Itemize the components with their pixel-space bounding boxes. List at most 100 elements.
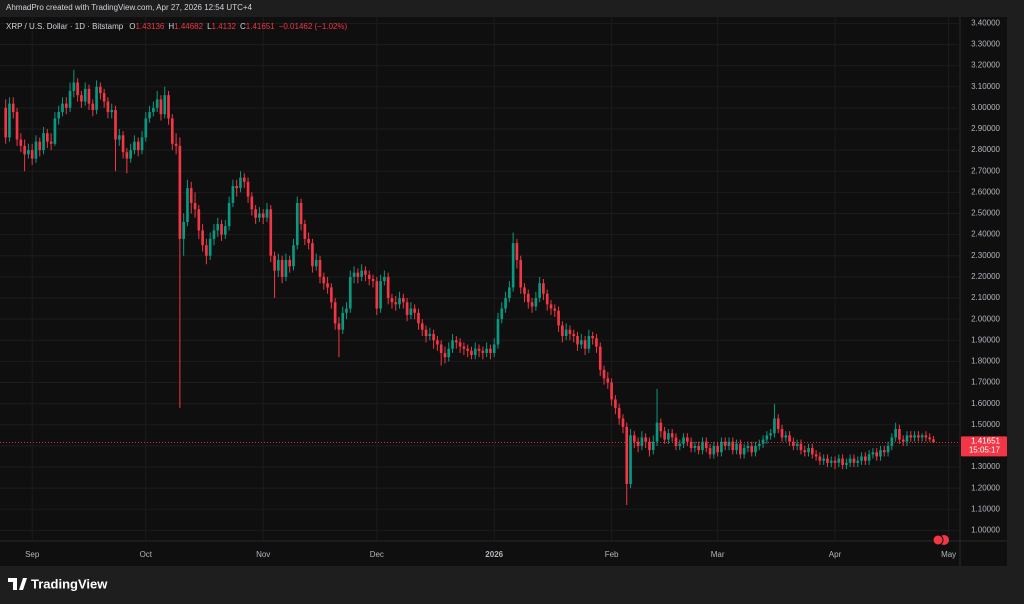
candle-body — [337, 323, 341, 330]
candle-body — [617, 407, 621, 419]
events-icon — [932, 534, 949, 546]
y-tick-label: 3.30000 — [971, 40, 1000, 49]
candle-body — [34, 141, 38, 159]
last-price-badge — [961, 436, 1007, 457]
candle-body — [735, 443, 738, 451]
candle-body — [909, 435, 913, 438]
candle-body — [473, 348, 477, 356]
candle-body — [239, 177, 242, 189]
candle-body — [826, 458, 829, 463]
candle-body — [932, 439, 935, 443]
grid — [0, 17, 960, 541]
candle-body — [640, 437, 644, 446]
candle-body — [693, 445, 697, 449]
candle-body — [913, 435, 916, 438]
candle-body — [852, 458, 856, 463]
y-tick-label: 1.50000 — [971, 420, 1000, 429]
candle-body — [49, 141, 53, 144]
candle-body — [606, 378, 610, 383]
candle-body — [920, 435, 924, 438]
candle-body — [428, 333, 432, 337]
candle-body — [265, 209, 269, 218]
candle-body — [99, 86, 102, 94]
candle-body — [667, 433, 670, 440]
tradingview-logo: TradingView — [8, 576, 108, 591]
change: −0.01462 (−1.02%) — [279, 22, 348, 31]
candle-body — [545, 293, 549, 305]
candle-body — [757, 443, 761, 446]
y-tick-label: 2.90000 — [971, 124, 1000, 133]
candle-body — [894, 429, 897, 438]
y-tick-label: 2.70000 — [971, 166, 1000, 175]
candle-body — [871, 452, 875, 455]
candle-body — [837, 458, 841, 463]
candle-body — [23, 145, 26, 155]
x-tick-label: Sep — [25, 550, 40, 559]
candle-body — [678, 443, 682, 446]
candle-body — [15, 112, 19, 140]
candle-body — [644, 437, 648, 442]
candle-body — [686, 437, 689, 442]
candle-body — [117, 135, 121, 140]
x-tick-label: Oct — [140, 550, 153, 559]
candle-body — [727, 441, 731, 446]
y-tick-label: 1.80000 — [971, 357, 1000, 366]
candle-body — [220, 224, 223, 235]
candle-body — [424, 329, 428, 337]
symbol: XRP / U.S. Dollar · 1D · Bitstamp — [6, 22, 124, 31]
y-tick-label: 3.20000 — [971, 61, 1000, 70]
candle-body — [269, 209, 273, 256]
candle-body — [61, 103, 64, 113]
candle-body — [443, 352, 447, 358]
candle-body — [496, 319, 500, 345]
candle-body — [401, 298, 405, 303]
candle-body — [261, 213, 265, 218]
candle-body — [708, 448, 712, 455]
credit: AhmadPro created with TradingView.com, A… — [6, 3, 253, 12]
candle-body — [413, 308, 416, 313]
candle-body — [750, 445, 754, 453]
y-tick-label: 2.50000 — [971, 209, 1000, 218]
ohlc-value: 1.4132 — [212, 22, 237, 31]
candle-body — [882, 450, 886, 453]
candle-body — [739, 443, 742, 455]
x-tick-label: Nov — [256, 550, 270, 559]
candle-body — [254, 209, 257, 218]
candle-body — [712, 445, 716, 455]
candle-body — [155, 99, 159, 108]
candle-body — [144, 118, 148, 138]
candle-body — [568, 329, 572, 334]
candle-body — [409, 308, 413, 315]
event-dot — [932, 534, 944, 546]
candle-body — [398, 298, 401, 305]
countdown-label: 15:05:17 — [969, 446, 1001, 455]
candle-body — [333, 302, 337, 324]
candle-body — [42, 133, 45, 151]
x-tick-label: Feb — [605, 550, 619, 559]
candle-body — [322, 276, 326, 284]
candle-body — [742, 448, 746, 455]
candle-body — [288, 259, 292, 267]
candle-body — [227, 202, 231, 227]
candle-body — [458, 342, 462, 347]
candle-body — [383, 276, 386, 282]
candle-body — [91, 103, 95, 110]
x-tick-label: Mar — [711, 550, 725, 559]
y-tick-label: 1.30000 — [971, 462, 1000, 471]
candle-body — [182, 221, 185, 239]
y-tick-label: 3.10000 — [971, 82, 1000, 91]
candle-body — [704, 441, 708, 449]
chart-pane — [0, 17, 1007, 566]
candle-body — [80, 95, 83, 102]
candle-body — [125, 152, 129, 159]
y-tick-label: 1.00000 — [971, 526, 1000, 535]
ohlc-label: O — [129, 22, 135, 31]
candle-body — [174, 143, 178, 146]
candle-body — [4, 107, 8, 138]
ohlc-value: 1.44682 — [174, 22, 203, 31]
candle-body — [83, 88, 87, 102]
candle-body — [689, 441, 693, 449]
candle-body — [87, 88, 91, 104]
candle-body — [394, 302, 398, 305]
candle-body — [746, 445, 750, 449]
